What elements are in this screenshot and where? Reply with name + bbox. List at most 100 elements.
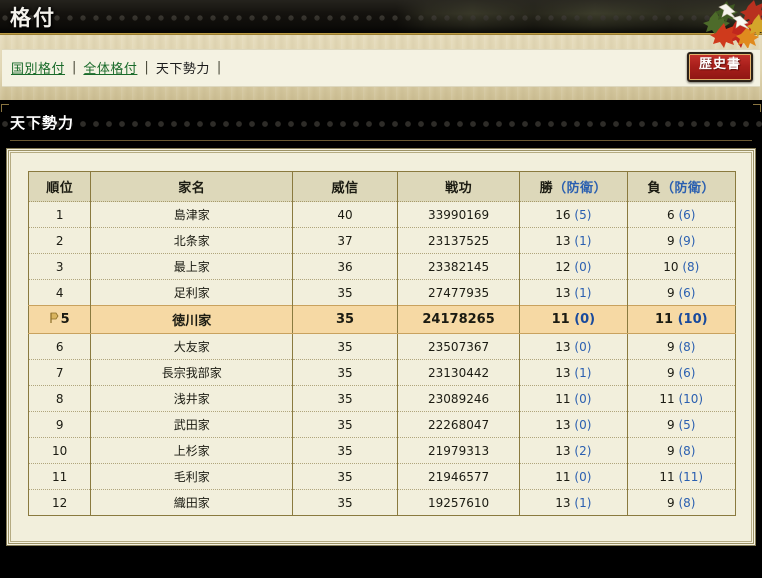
wins-defense-value: (1): [574, 285, 592, 300]
wins-value: 16: [555, 207, 571, 222]
cell-losses: 11 (10): [626, 305, 736, 334]
merit-value: 33990169: [428, 207, 490, 222]
column-header-rank: 順位: [28, 171, 91, 202]
cell-prestige: 35: [292, 305, 398, 334]
ranking-table-body: 1 島津家 40 33990169 16 (5) 6 (6) 2 北条家 37 23137525 1…: [28, 201, 736, 516]
prestige-value: 35: [337, 339, 353, 354]
cell-family-name: 毛利家: [90, 463, 293, 490]
column-header-wins: 勝（防衛）: [519, 171, 628, 202]
cell-merit: 23137525: [396, 227, 520, 254]
merit-value: 23137525: [428, 233, 490, 248]
wins-value: 11: [551, 312, 570, 327]
cell-losses: 9 (8): [626, 437, 736, 464]
losses-defense-value: (9): [678, 233, 696, 248]
nav-item-kunibetsu-kakuzuke[interactable]: 国別格付: [11, 62, 66, 77]
column-header-prestige-label: 威信: [331, 181, 359, 196]
rank-value: 5: [60, 311, 70, 327]
section-underline: [10, 140, 752, 141]
losses-value: 9: [667, 365, 675, 380]
table-row: 7 長宗我部家 35 23130442 13 (1) 9 (6): [28, 359, 736, 386]
nav-separator: |: [216, 60, 222, 75]
cell-wins: 13 (1): [519, 227, 628, 254]
wins-defense-value: (1): [574, 495, 592, 510]
wins-value: 13: [555, 495, 571, 510]
merit-value: 24178265: [422, 312, 495, 327]
cell-rank: 12: [28, 489, 91, 516]
rank-value: 6: [55, 339, 64, 354]
family-name-value: 最上家: [173, 260, 210, 274]
merit-value: 22268047: [428, 417, 490, 432]
cell-wins: 13 (1): [519, 489, 628, 516]
rank-value: 9: [55, 417, 64, 432]
cell-family-name: 長宗我部家: [90, 359, 293, 386]
history-book-button[interactable]: 歴史書: [687, 52, 753, 82]
cell-merit: 27477935: [396, 279, 520, 306]
banner-diamond-pattern: [0, 12, 762, 24]
cell-rank: 7: [28, 359, 91, 386]
wins-defense-value: (0): [574, 391, 592, 406]
table-row: 6 大友家 35 23507367 13 (0) 9 (8): [28, 333, 736, 360]
merit-value: 23382145: [428, 259, 490, 274]
family-name-value: 毛利家: [173, 470, 210, 484]
losses-defense-value: (6): [678, 207, 696, 222]
wins-value: 13: [555, 417, 571, 432]
table-row: 12 織田家 35 19257610 13 (1) 9 (8): [28, 489, 736, 516]
cell-prestige: 37: [292, 227, 398, 254]
family-name-value: 島津家: [173, 208, 210, 222]
cell-prestige: 35: [292, 489, 398, 516]
rank-value: 12: [52, 495, 68, 510]
cell-losses: 9 (6): [626, 359, 736, 386]
prestige-value: 37: [337, 233, 353, 248]
cell-losses: 9 (5): [626, 411, 736, 438]
family-name-value: 大友家: [173, 340, 210, 354]
column-header-losses: 負（防衛）: [626, 171, 736, 202]
cell-losses: 6 (6): [626, 201, 736, 228]
cell-rank: 6: [28, 333, 91, 360]
corner-ornament-top-left: [1, 104, 9, 112]
losses-value: 11: [654, 312, 674, 327]
column-header-family-name-label: 家名: [178, 181, 206, 196]
section-title: 天下勢力: [10, 114, 75, 132]
column-header-wins-label: 勝: [539, 181, 554, 196]
cell-merit: 23089246: [396, 385, 520, 412]
losses-value: 9: [667, 443, 675, 458]
merit-value: 21979313: [428, 443, 490, 458]
table-row: 5 徳川家 35 24178265 11 (0) 11 (10): [28, 305, 736, 334]
losses-defense-value: (8): [678, 495, 696, 510]
cell-family-name: 織田家: [90, 489, 293, 516]
prestige-value: 35: [337, 365, 353, 380]
cell-prestige: 35: [292, 385, 398, 412]
cell-rank: 10: [28, 437, 91, 464]
cell-losses: 9 (6): [626, 279, 736, 306]
prestige-value: 35: [337, 469, 353, 484]
wins-defense-value: (0): [574, 259, 592, 274]
wins-defense-value: (0): [574, 417, 592, 432]
cell-losses: 9 (8): [626, 489, 736, 516]
column-header-wins-sub: （防衛）: [553, 181, 608, 196]
merit-value: 21946577: [428, 469, 490, 484]
cell-rank: 2: [28, 227, 91, 254]
wins-defense-value: (0): [574, 312, 596, 327]
family-name-value: 長宗我部家: [161, 366, 222, 380]
section-diamond-pattern: [0, 118, 762, 130]
losses-value: 10: [663, 259, 679, 274]
rank-value: 8: [55, 391, 64, 406]
merit-value: 23507367: [428, 339, 490, 354]
cell-wins: 13 (0): [519, 411, 628, 438]
merit-value: 23089246: [428, 391, 490, 406]
wins-value: 13: [555, 339, 571, 354]
cell-merit: 21946577: [396, 463, 520, 490]
cell-rank: 3: [28, 253, 91, 280]
nav-item-zentai-kakuzuke[interactable]: 全体格付: [83, 62, 138, 77]
rank-value: 2: [55, 233, 64, 248]
merit-value: 23130442: [428, 365, 490, 380]
prestige-value: 35: [337, 391, 353, 406]
table-header-row: 順位 家名 威信 戦功 勝（防衛） 負（防衛）: [28, 171, 736, 202]
nav-item-tenka-seiryoku[interactable]: 天下勢力: [155, 62, 210, 77]
table-row: 9 武田家 35 22268047 13 (0) 9 (5): [28, 411, 736, 438]
prestige-value: 35: [337, 417, 353, 432]
page-title: 格付: [10, 6, 56, 30]
losses-value: 6: [667, 207, 675, 222]
cell-merit: 23507367: [396, 333, 520, 360]
nav-separator: |: [144, 60, 149, 75]
